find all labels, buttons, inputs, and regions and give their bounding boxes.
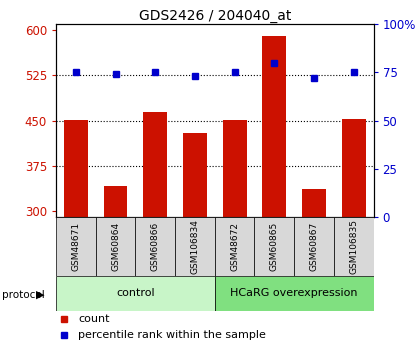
Bar [262, 36, 286, 217]
Text: count: count [78, 314, 110, 324]
Bar [183, 133, 207, 217]
Title: GDS2426 / 204040_at: GDS2426 / 204040_at [139, 9, 291, 23]
Text: control: control [116, 288, 155, 298]
Bar [56, 276, 215, 310]
Text: GSM60865: GSM60865 [270, 222, 279, 271]
Text: GSM48671: GSM48671 [71, 222, 81, 271]
Text: GSM106834: GSM106834 [190, 219, 200, 274]
Bar [334, 217, 374, 276]
Bar [215, 217, 254, 276]
Text: GSM60866: GSM60866 [151, 222, 160, 271]
Bar [56, 217, 96, 276]
Bar [254, 217, 294, 276]
Bar [143, 112, 167, 217]
Bar [302, 189, 326, 217]
Bar [64, 119, 88, 217]
Bar [96, 217, 135, 276]
Text: percentile rank within the sample: percentile rank within the sample [78, 330, 266, 340]
Bar [223, 119, 247, 217]
Text: HCaRG overexpression: HCaRG overexpression [230, 288, 358, 298]
Bar [215, 276, 374, 310]
Text: GSM60867: GSM60867 [310, 222, 318, 271]
Text: protocol: protocol [2, 290, 45, 300]
Bar [104, 186, 127, 217]
Text: ▶: ▶ [37, 290, 45, 300]
Text: GSM48672: GSM48672 [230, 222, 239, 271]
Bar [175, 217, 215, 276]
Bar [294, 217, 334, 276]
Text: GSM60864: GSM60864 [111, 222, 120, 271]
Bar [135, 217, 175, 276]
Text: GSM106835: GSM106835 [349, 219, 358, 274]
Bar [342, 119, 366, 217]
